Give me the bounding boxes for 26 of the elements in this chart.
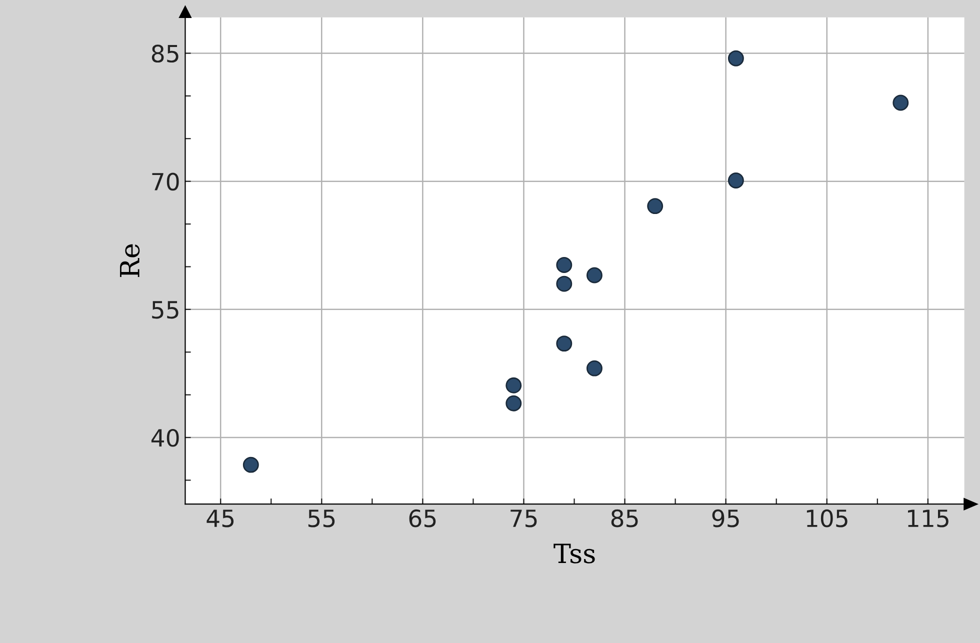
- point: [586, 267, 602, 284]
- point: [506, 377, 522, 394]
- x-tick-label: 55: [308, 510, 335, 528]
- point: [242, 456, 259, 473]
- point: [556, 276, 572, 292]
- y-axis-title: Re: [120, 244, 140, 278]
- y-tick-label: 55: [152, 301, 178, 319]
- point: [892, 94, 909, 111]
- x-tick-label: 115: [908, 510, 948, 528]
- x-tick-label: 105: [806, 509, 848, 528]
- x-tick-label: 75: [510, 510, 537, 528]
- point: [556, 257, 572, 273]
- point: [506, 395, 522, 412]
- x-tick-label: 45: [206, 510, 234, 528]
- x-tick-label: 85: [611, 509, 638, 528]
- x-tick-label: 65: [409, 509, 436, 528]
- point: [728, 172, 744, 188]
- x-tick-label: 95: [712, 509, 739, 528]
- point: [728, 50, 744, 66]
- y-tick-label: 40: [151, 428, 179, 447]
- point: [586, 360, 602, 376]
- y-tick-label: 70: [152, 172, 179, 191]
- point: [647, 198, 664, 214]
- x-axis-title: Tss: [554, 544, 595, 564]
- point: [556, 336, 572, 352]
- y-tick-label: 85: [152, 44, 178, 63]
